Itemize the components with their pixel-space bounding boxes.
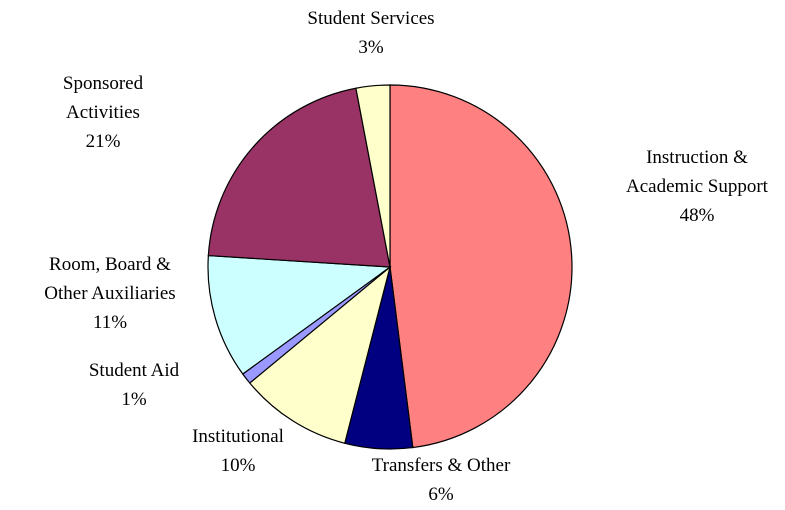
pie-slice: [248, 265, 392, 445]
value-label: 10%: [220, 455, 256, 476]
value-label: 6%: [428, 484, 454, 505]
slice-label: Sponsored Activities 21%: [46, 69, 161, 156]
category-label: Student Aid: [88, 360, 180, 381]
slice-label: Instruction & Academic Support 48%: [612, 143, 782, 230]
value-label: 1%: [121, 389, 147, 410]
category-label: Institutional: [192, 426, 284, 447]
slice-label: Institutional 10%: [168, 422, 308, 480]
category-label: Student Services: [307, 8, 435, 29]
slice-label: Student Aid 1%: [69, 356, 199, 414]
slice-label: Transfers & Other 6%: [341, 451, 541, 509]
pie-slice: [389, 84, 573, 449]
value-label: 11%: [92, 312, 128, 333]
category-label: Instruction & Academic Support: [626, 147, 768, 197]
value-label: 48%: [679, 205, 715, 226]
value-label: 21%: [85, 131, 121, 152]
value-label: 3%: [358, 37, 384, 58]
category-label: Sponsored Activities: [62, 73, 144, 123]
pie-slice: [355, 84, 391, 268]
category-label: Transfers & Other: [371, 455, 511, 476]
category-label: Room, Board & Other Auxiliaries: [44, 254, 176, 304]
slice-label: Student Services 3%: [271, 4, 471, 62]
pie-slice: [207, 254, 392, 375]
slice-label: Room, Board & Other Auxiliaries 11%: [28, 250, 193, 337]
pie-slice: [207, 87, 391, 268]
